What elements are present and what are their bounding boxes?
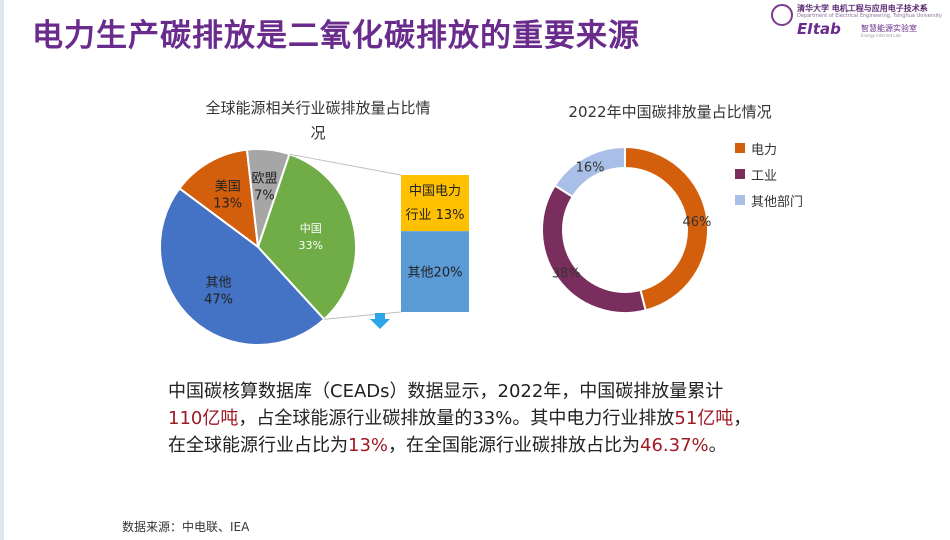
body-line-2: 110亿吨，占全球能源行业碳排放量的33%。其中电力行业排放51亿吨， [168, 408, 752, 429]
pie-slice-3 [159, 187, 326, 346]
legend-item-power: 电力 [735, 135, 803, 161]
pie-label-name-2: 中国 [300, 222, 322, 235]
lab-logo-subtext: Energy Internet Lab [861, 33, 901, 38]
highlight-national-share: 46.37% [640, 435, 709, 456]
donut-label-1: 38% [552, 267, 581, 282]
donut-label-2: 16% [576, 160, 605, 175]
highlight-total-emission: 110亿吨 [168, 408, 239, 429]
pie-label-name-1: 欧盟 [251, 172, 277, 187]
breakdown-label-power-line1: 中国电力 [409, 184, 461, 199]
donut-slice-1 [541, 184, 647, 314]
pie-label-value-3: 47% [204, 293, 233, 308]
connector-line-bottom [324, 311, 402, 320]
donut-legend: 电力 工业 其他部门 [735, 135, 803, 213]
lab-logo-text: 智慧能源实验室 [861, 24, 917, 33]
highlight-power-emission: 51亿吨 [674, 408, 734, 429]
pie-label-value-2: 33% [299, 239, 323, 252]
breakdown-label-power-line2: 行业 13% [405, 208, 464, 223]
legend-swatch-industry [735, 169, 745, 179]
pie-label-name-3: 其他 [206, 276, 232, 291]
legend-swatch-power [735, 143, 745, 153]
pie-slice-0 [178, 148, 260, 250]
legend-label-other-sectors: 其他部门 [751, 194, 804, 210]
slide-title: 电力生产碳排放是二氧化碳排放的重要来源 [32, 18, 640, 54]
body-line-1: 中国碳核算数据库（CEADs）数据显示，2022年，中国碳排放量累计 [168, 381, 724, 402]
global-chart-title: 全球能源相关行业碳排放量占比情 况 [168, 96, 468, 146]
breakdown-segment-1 [401, 231, 469, 312]
china-chart-title: 2022年中国碳排放量占比情况 [568, 103, 772, 121]
body-line-3: 在全球能源行业占比为13%，在全国能源行业碳排放占比为46.37%。 [168, 435, 727, 456]
department-logo-text: 清华大学 电机工程与应用电子技术系 [797, 4, 928, 13]
legend-swatch-other-sectors [735, 195, 745, 205]
legend-item-other-sectors: 其他部门 [735, 187, 803, 213]
down-arrow-icon [370, 313, 390, 329]
eitab-logo: EItab [797, 20, 841, 38]
department-logo-subtext: Department of Electrical Engineering, Ts… [797, 13, 942, 19]
donut-slice-2 [553, 145, 626, 199]
global-chart-title-line2: 况 [310, 124, 326, 142]
pie-slice-2 [256, 152, 357, 321]
slide-edge-bar [0, 0, 4, 540]
highlight-global-share: 13% [348, 435, 389, 456]
body-paragraph: 中国碳核算数据库（CEADs）数据显示，2022年，中国碳排放量累计 110亿吨… [168, 378, 888, 459]
breakdown-segment-0 [401, 175, 469, 232]
global-chart-title-line1: 全球能源相关行业碳排放量占比情 [205, 99, 431, 117]
institution-logos: 清华大学 电机工程与应用电子技术系 Department of Electric… [769, 2, 944, 40]
breakdown-label-other: 其他20% [408, 266, 463, 281]
pie-label-value-1: 7% [254, 189, 275, 204]
legend-label-power: 电力 [751, 142, 778, 158]
pie-label-value-0: 13% [213, 196, 242, 211]
legend-item-industry: 工业 [735, 161, 803, 187]
university-seal-icon [771, 4, 793, 26]
donut-label-0: 46% [682, 215, 711, 230]
connector-line-top [289, 153, 402, 176]
legend-label-industry: 工业 [751, 168, 778, 184]
pie-label-name-0: 美国 [215, 179, 241, 194]
data-source-note: 数据来源：中电联、IEA [122, 520, 250, 534]
